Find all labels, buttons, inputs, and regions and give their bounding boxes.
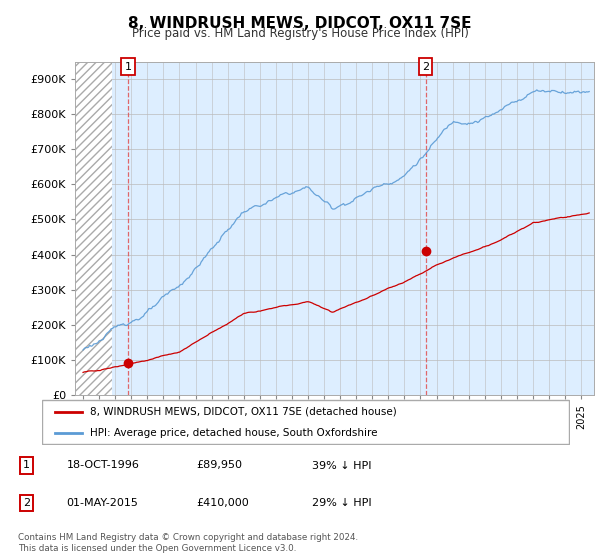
Text: £410,000: £410,000 [196, 498, 249, 508]
Text: 8, WINDRUSH MEWS, DIDCOT, OX11 7SE: 8, WINDRUSH MEWS, DIDCOT, OX11 7SE [128, 16, 472, 31]
Text: 1: 1 [23, 460, 30, 470]
Text: 01-MAY-2015: 01-MAY-2015 [67, 498, 139, 508]
Text: 8, WINDRUSH MEWS, DIDCOT, OX11 7SE (detached house): 8, WINDRUSH MEWS, DIDCOT, OX11 7SE (deta… [89, 407, 396, 417]
Text: 39% ↓ HPI: 39% ↓ HPI [311, 460, 371, 470]
Text: Price paid vs. HM Land Registry's House Price Index (HPI): Price paid vs. HM Land Registry's House … [131, 27, 469, 40]
Text: Contains HM Land Registry data © Crown copyright and database right 2024.
This d: Contains HM Land Registry data © Crown c… [18, 533, 358, 553]
Bar [75, 62, 112, 395]
Text: 2: 2 [23, 498, 30, 508]
Text: 18-OCT-1996: 18-OCT-1996 [67, 460, 140, 470]
Bar [75, 62, 112, 395]
Text: HPI: Average price, detached house, South Oxfordshire: HPI: Average price, detached house, Sout… [89, 428, 377, 438]
Text: 1: 1 [125, 62, 131, 72]
FancyBboxPatch shape [42, 400, 569, 444]
Text: 29% ↓ HPI: 29% ↓ HPI [311, 498, 371, 508]
Text: 2: 2 [422, 62, 430, 72]
Text: £89,950: £89,950 [196, 460, 242, 470]
